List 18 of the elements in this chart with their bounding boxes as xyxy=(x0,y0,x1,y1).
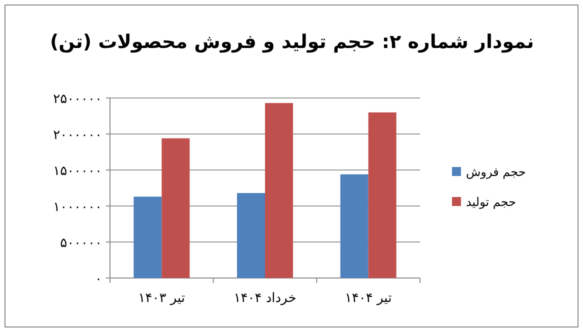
y-tick-label: ۵۰۰۰۰۰ xyxy=(60,236,102,251)
legend-label: حجم فروش xyxy=(466,165,526,179)
y-tick-label: ۲۵۰۰۰۰۰ xyxy=(53,92,102,107)
bar xyxy=(162,138,190,278)
x-tick-label: تیر ۱۴۰۴ xyxy=(344,291,392,306)
y-tick-label: ۱۵۰۰۰۰۰ xyxy=(53,164,102,179)
bar xyxy=(368,112,396,278)
bar xyxy=(265,103,293,278)
x-tick-label: تیر ۱۴۰۳ xyxy=(138,291,186,306)
legend-label: حجم تولید xyxy=(466,195,516,209)
y-tick-label: ۲۰۰۰۰۰۰ xyxy=(53,128,102,143)
bar xyxy=(340,174,368,278)
y-tick-label: ۱۰۰۰۰۰۰ xyxy=(53,200,102,215)
y-tick-label: ۰ xyxy=(95,272,102,287)
bar xyxy=(134,196,162,278)
chart-title: نمودار شماره ۲: حجم تولید و فروش محصولات (تن) xyxy=(50,31,534,53)
bar xyxy=(237,193,265,278)
x-tick-label: خرداد ۱۴۰۴ xyxy=(234,291,296,306)
